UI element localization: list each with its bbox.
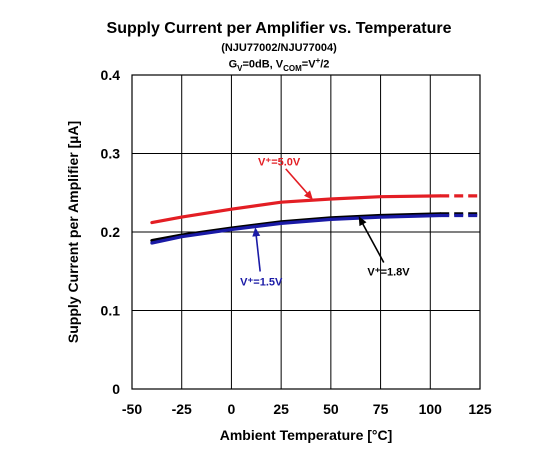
- annotation-arrow-line: [255, 233, 261, 272]
- annotation-arrow-head: [358, 216, 367, 227]
- annotation-label: V⁺=1.5V: [240, 276, 283, 288]
- x-tick-label: 125: [468, 401, 492, 417]
- x-tick-label: 25: [273, 401, 289, 417]
- grid-lines: [131, 74, 481, 390]
- y-axis-label: Supply Current per Amplifier [µA]: [65, 121, 81, 343]
- x-tick-label: -25: [172, 401, 192, 417]
- x-tick-label: 50: [323, 401, 339, 417]
- vcom-end: /2: [320, 58, 330, 71]
- x-tick-label: 75: [373, 401, 389, 417]
- gain-condition: =0dB, V: [242, 58, 284, 71]
- x-tick-labels: -50 -25 0 25 50 75 100 125: [122, 401, 492, 417]
- series-line-2: [150, 213, 442, 245]
- series-lines: [150, 194, 480, 245]
- annotation-arrow-head: [304, 190, 313, 200]
- y-tick-label: 0.2: [101, 224, 121, 240]
- annotations: V⁺=5.0V V⁺=1.5V V⁺=1.8V: [240, 156, 410, 288]
- annotation-label: V⁺=5.0V: [258, 156, 301, 168]
- annotation-label: V⁺=1.8V: [367, 266, 410, 278]
- annotation-arrow-line: [285, 168, 310, 196]
- annotation-arrow-head: [252, 227, 261, 237]
- series-line-0: [150, 194, 442, 225]
- x-tick-label: -50: [122, 401, 142, 417]
- annotation-arrow-line: [360, 221, 385, 263]
- x-tick-label: 100: [419, 401, 443, 417]
- y-tick-label: 0.3: [101, 146, 121, 162]
- vcom-subscript: COM: [283, 63, 302, 73]
- x-axis-label: Ambient Temperature [°C]: [220, 427, 393, 443]
- gain-subscript: V: [237, 63, 243, 73]
- chart-title: Supply Current per Amplifier vs. Tempera…: [106, 20, 452, 37]
- y-tick-labels: 0 0.1 0.2 0.3 0.4: [101, 67, 121, 397]
- chart-subtitle-conditions: GV=0dB, VCOM=V+/2: [0, 56, 558, 73]
- vcom-condition: =V: [301, 58, 316, 71]
- gain-symbol: G: [228, 58, 238, 71]
- plot-frame: [131, 74, 481, 390]
- y-tick-label: 0.1: [101, 303, 121, 319]
- y-tick-label: 0.4: [101, 67, 121, 83]
- chart-subtitle-parts: (NJU77002/NJU77004): [221, 42, 337, 54]
- vcom-superscript: +: [315, 56, 321, 65]
- y-tick-label: 0: [112, 381, 120, 397]
- x-tick-label: 0: [228, 401, 236, 417]
